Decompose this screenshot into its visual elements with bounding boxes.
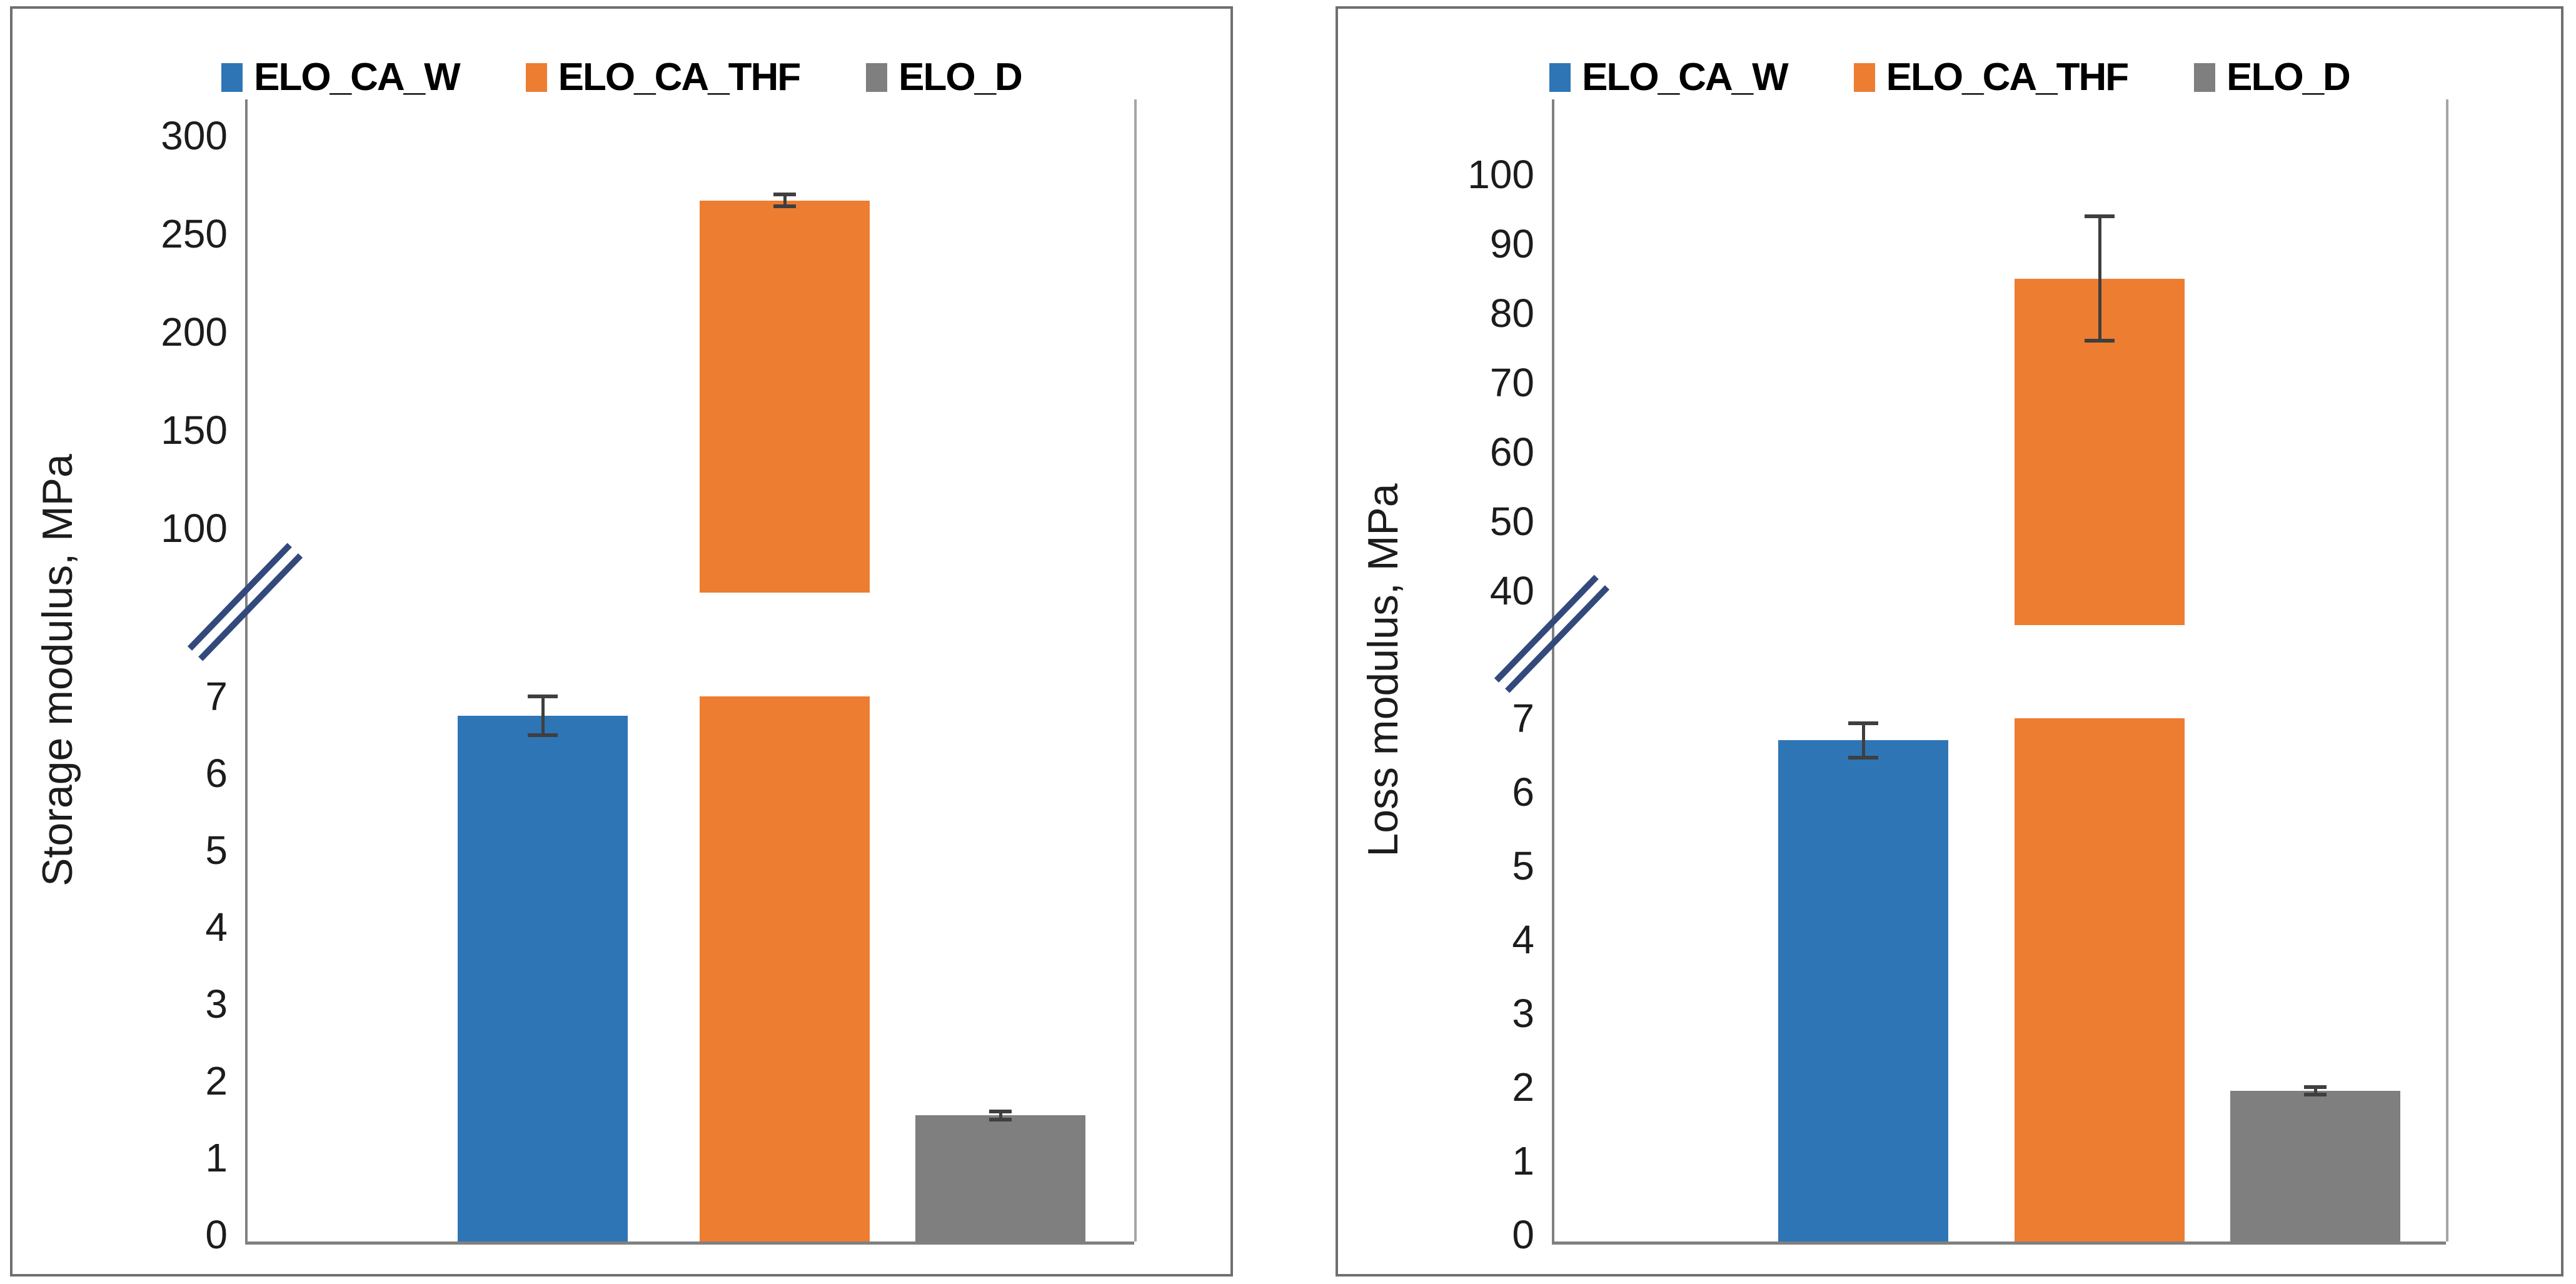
y-tick-label-lower: 2 (205, 1058, 228, 1103)
axis-break-stripe (187, 543, 292, 651)
legend-label: ELO_CA_THF (558, 56, 801, 99)
y-tick-label-lower: 6 (205, 751, 228, 796)
plot-area: 40 50 60 70 80 90 100 0 1 2 3 4 5 6 7 (1338, 9, 2561, 1274)
y-tick-label-lower: 0 (1512, 1212, 1534, 1257)
y-tick-label-upper: 70 (1489, 360, 1534, 405)
error-bar-cap (2304, 1093, 2327, 1096)
error-bar-line (2314, 1087, 2317, 1095)
error-bar-line (2098, 216, 2101, 341)
y-tick-label-upper: 40 (1489, 568, 1534, 613)
error-bar-cap (989, 1118, 1012, 1121)
error-bar-line (783, 194, 787, 206)
y-tick-label-lower: 6 (1512, 770, 1534, 815)
error-bar-cap (528, 695, 558, 698)
error-bar-cap (989, 1110, 1012, 1113)
bar-elo-ca-thf-upper-segment (700, 201, 870, 593)
error-bar-line (999, 1111, 1002, 1119)
legend: ELO_CA_W ELO_CA_THF ELO_D (1338, 55, 2561, 99)
legend-label: ELO_CA_W (254, 56, 460, 99)
y-axis-line (1552, 99, 1554, 1245)
legend-item: ELO_CA_W (1549, 55, 1789, 99)
y-tick-label-lower: 4 (1512, 917, 1534, 962)
y-tick-label-upper: 100 (161, 506, 228, 551)
y-tick-label-upper: 50 (1489, 499, 1534, 544)
error-bar-line (541, 696, 545, 735)
y-tick-label-upper: 250 (161, 211, 228, 256)
plot-right-border (2446, 99, 2448, 1241)
legend-label: ELO_D (2226, 56, 2351, 99)
error-bar-cap (773, 204, 796, 208)
legend-label: ELO_CA_THF (1886, 56, 2129, 99)
y-tick-label-upper: 90 (1489, 221, 1534, 266)
y-tick-label-lower: 5 (1512, 843, 1534, 888)
legend-swatch-blue-icon (1549, 63, 1571, 92)
legend-swatch-gray-icon (866, 63, 888, 92)
y-tick-label-upper: 80 (1489, 291, 1534, 336)
legend-item: ELO_D (866, 55, 1023, 99)
error-bar-cap (1848, 756, 1878, 760)
y-axis-line (245, 99, 248, 1245)
legend-item: ELO_CA_THF (1853, 55, 2129, 99)
y-tick-label-upper: 60 (1489, 429, 1534, 474)
legend-label: ELO_CA_W (1582, 56, 1788, 99)
legend-swatch-orange-icon (1853, 63, 1875, 92)
y-tick-label-lower: 1 (205, 1135, 228, 1180)
y-tick-label-lower: 1 (1512, 1138, 1534, 1183)
error-bar-line (1862, 723, 1865, 757)
legend: ELO_CA_W ELO_CA_THF ELO_D (13, 55, 1230, 99)
legend-swatch-orange-icon (525, 63, 547, 92)
y-tick-label-upper: 200 (161, 309, 228, 354)
bar-elo-ca-thf-lower-segment (700, 696, 870, 1243)
plot-right-border (1134, 99, 1137, 1241)
y-tick-label-lower: 5 (205, 828, 228, 873)
error-bar-cap (1848, 721, 1878, 725)
legend-label: ELO_D (898, 56, 1023, 99)
error-bar-cap (2085, 214, 2115, 218)
error-bar-cap (773, 193, 796, 196)
x-axis-line (1552, 1241, 2446, 1245)
y-tick-label-lower: 2 (1512, 1065, 1534, 1110)
y-tick-label-upper: 300 (161, 113, 228, 158)
legend-swatch-gray-icon (2194, 63, 2216, 92)
legend-swatch-blue-icon (221, 63, 243, 92)
plot-area: 100 150 200 250 300 0 1 2 3 4 5 6 7 (13, 9, 1230, 1274)
axis-break-stripe (198, 553, 303, 661)
y-tick-label-upper: 150 (161, 408, 228, 453)
loss-modulus-chart-panel: ELO_CA_W ELO_CA_THF ELO_D Loss modulus, … (1336, 6, 2563, 1276)
error-bar-cap (2085, 339, 2115, 343)
y-tick-label-lower: 3 (1512, 991, 1534, 1036)
y-tick-label-upper: 100 (1467, 152, 1534, 197)
bar-elo-d (2230, 1091, 2400, 1243)
x-axis-line (245, 1241, 1134, 1245)
legend-item: ELO_D (2194, 55, 2351, 99)
bar-elo-ca-w (458, 716, 628, 1243)
y-tick-label-lower: 4 (205, 905, 228, 950)
y-tick-label-lower: 3 (205, 981, 228, 1026)
bar-elo-ca-thf-lower-segment (2015, 718, 2185, 1243)
storage-modulus-chart-panel: ELO_CA_W ELO_CA_THF ELO_D Storage modulu… (10, 6, 1233, 1276)
y-tick-label-lower: 0 (205, 1212, 228, 1257)
legend-item: ELO_CA_THF (525, 55, 801, 99)
bar-elo-d (915, 1115, 1085, 1243)
y-tick-label-lower: 7 (1512, 696, 1534, 741)
error-bar-cap (2304, 1085, 2327, 1089)
legend-item: ELO_CA_W (221, 55, 461, 99)
error-bar-cap (528, 733, 558, 737)
y-tick-label-lower: 7 (205, 674, 228, 719)
bar-elo-ca-w (1778, 740, 1948, 1243)
